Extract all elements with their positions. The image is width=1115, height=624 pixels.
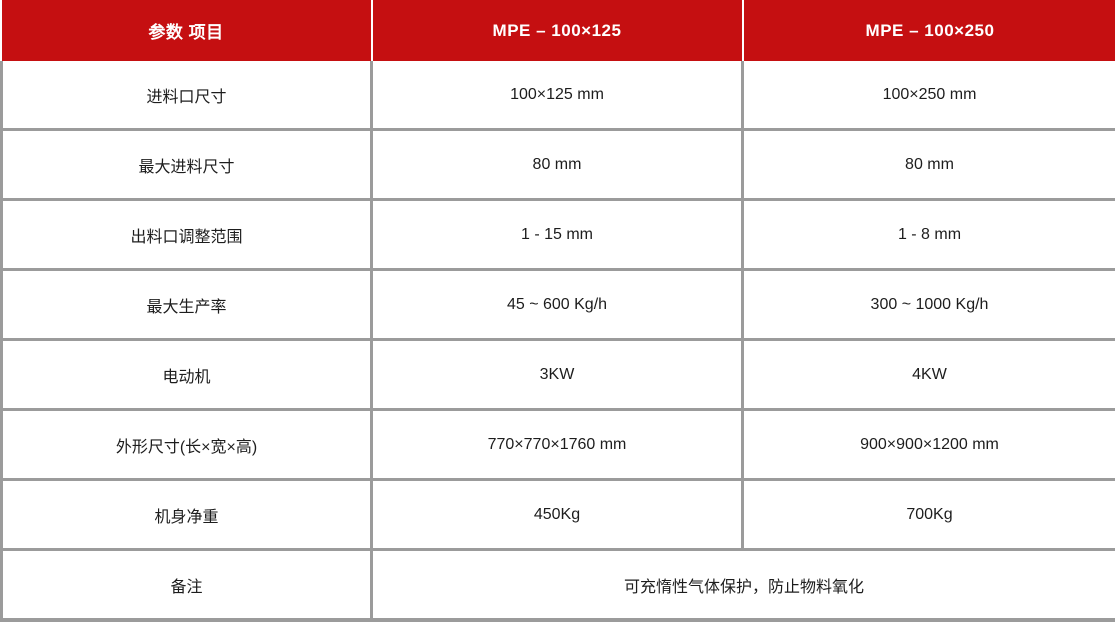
spec-row-remarks: 备注 可充惰性气体保护，防止物料氧化	[0, 548, 1115, 622]
header-row: 参数 项目 MPE – 100×125 MPE – 100×250	[1, 0, 1115, 61]
column-header-model-100x125: MPE – 100×125	[370, 0, 743, 61]
column-header-model-100x250: MPE – 100×250	[741, 0, 1115, 61]
value-cell: 100×250 mm	[741, 61, 1115, 131]
value-cell: 4KW	[741, 338, 1115, 411]
param-label: 出料口调整范围	[0, 198, 373, 271]
spec-table-header: 参数 项目 MPE – 100×125 MPE – 100×250	[1, 0, 1115, 61]
param-label: 最大进料尺寸	[0, 128, 373, 201]
value-cell: 1 - 15 mm	[370, 198, 744, 271]
value-cell: 80 mm	[370, 128, 744, 201]
value-cell: 770×770×1760 mm	[370, 408, 744, 481]
value-cell: 700Kg	[741, 478, 1115, 551]
spec-row-motor: 电动机 3KW 4KW	[0, 338, 1115, 411]
spec-row-feed-opening: 进料口尺寸 100×125 mm 100×250 mm	[0, 61, 1115, 131]
spec-row-max-feed-size: 最大进料尺寸 80 mm 80 mm	[0, 128, 1115, 201]
spec-row-discharge-range: 出料口调整范围 1 - 15 mm 1 - 8 mm	[0, 198, 1115, 271]
value-cell: 100×125 mm	[370, 61, 744, 131]
spec-row-overall-dimensions: 外形尺寸(长×宽×高) 770×770×1760 mm 900×900×1200…	[0, 408, 1115, 481]
param-label: 进料口尺寸	[0, 61, 373, 131]
spec-row-net-weight: 机身净重 450Kg 700Kg	[0, 478, 1115, 551]
spec-table-body: 进料口尺寸 100×125 mm 100×250 mm 最大进料尺寸 80 mm…	[0, 61, 1115, 622]
value-cell: 45 ~ 600 Kg/h	[370, 268, 744, 341]
remarks-merged-cell: 可充惰性气体保护，防止物料氧化	[370, 548, 1115, 622]
value-cell: 3KW	[370, 338, 744, 411]
spec-row-max-production-rate: 最大生产率 45 ~ 600 Kg/h 300 ~ 1000 Kg/h	[0, 268, 1115, 341]
value-cell: 450Kg	[370, 478, 744, 551]
param-label: 电动机	[0, 338, 373, 411]
value-cell: 900×900×1200 mm	[741, 408, 1115, 481]
column-header-parameter: 参数 项目	[1, 0, 372, 61]
value-cell: 80 mm	[741, 128, 1115, 201]
value-cell: 300 ~ 1000 Kg/h	[741, 268, 1115, 341]
param-label: 最大生产率	[0, 268, 373, 341]
param-label: 机身净重	[0, 478, 373, 551]
param-label: 外形尺寸(长×宽×高)	[0, 408, 373, 481]
param-label: 备注	[0, 548, 373, 622]
value-cell: 1 - 8 mm	[741, 198, 1115, 271]
